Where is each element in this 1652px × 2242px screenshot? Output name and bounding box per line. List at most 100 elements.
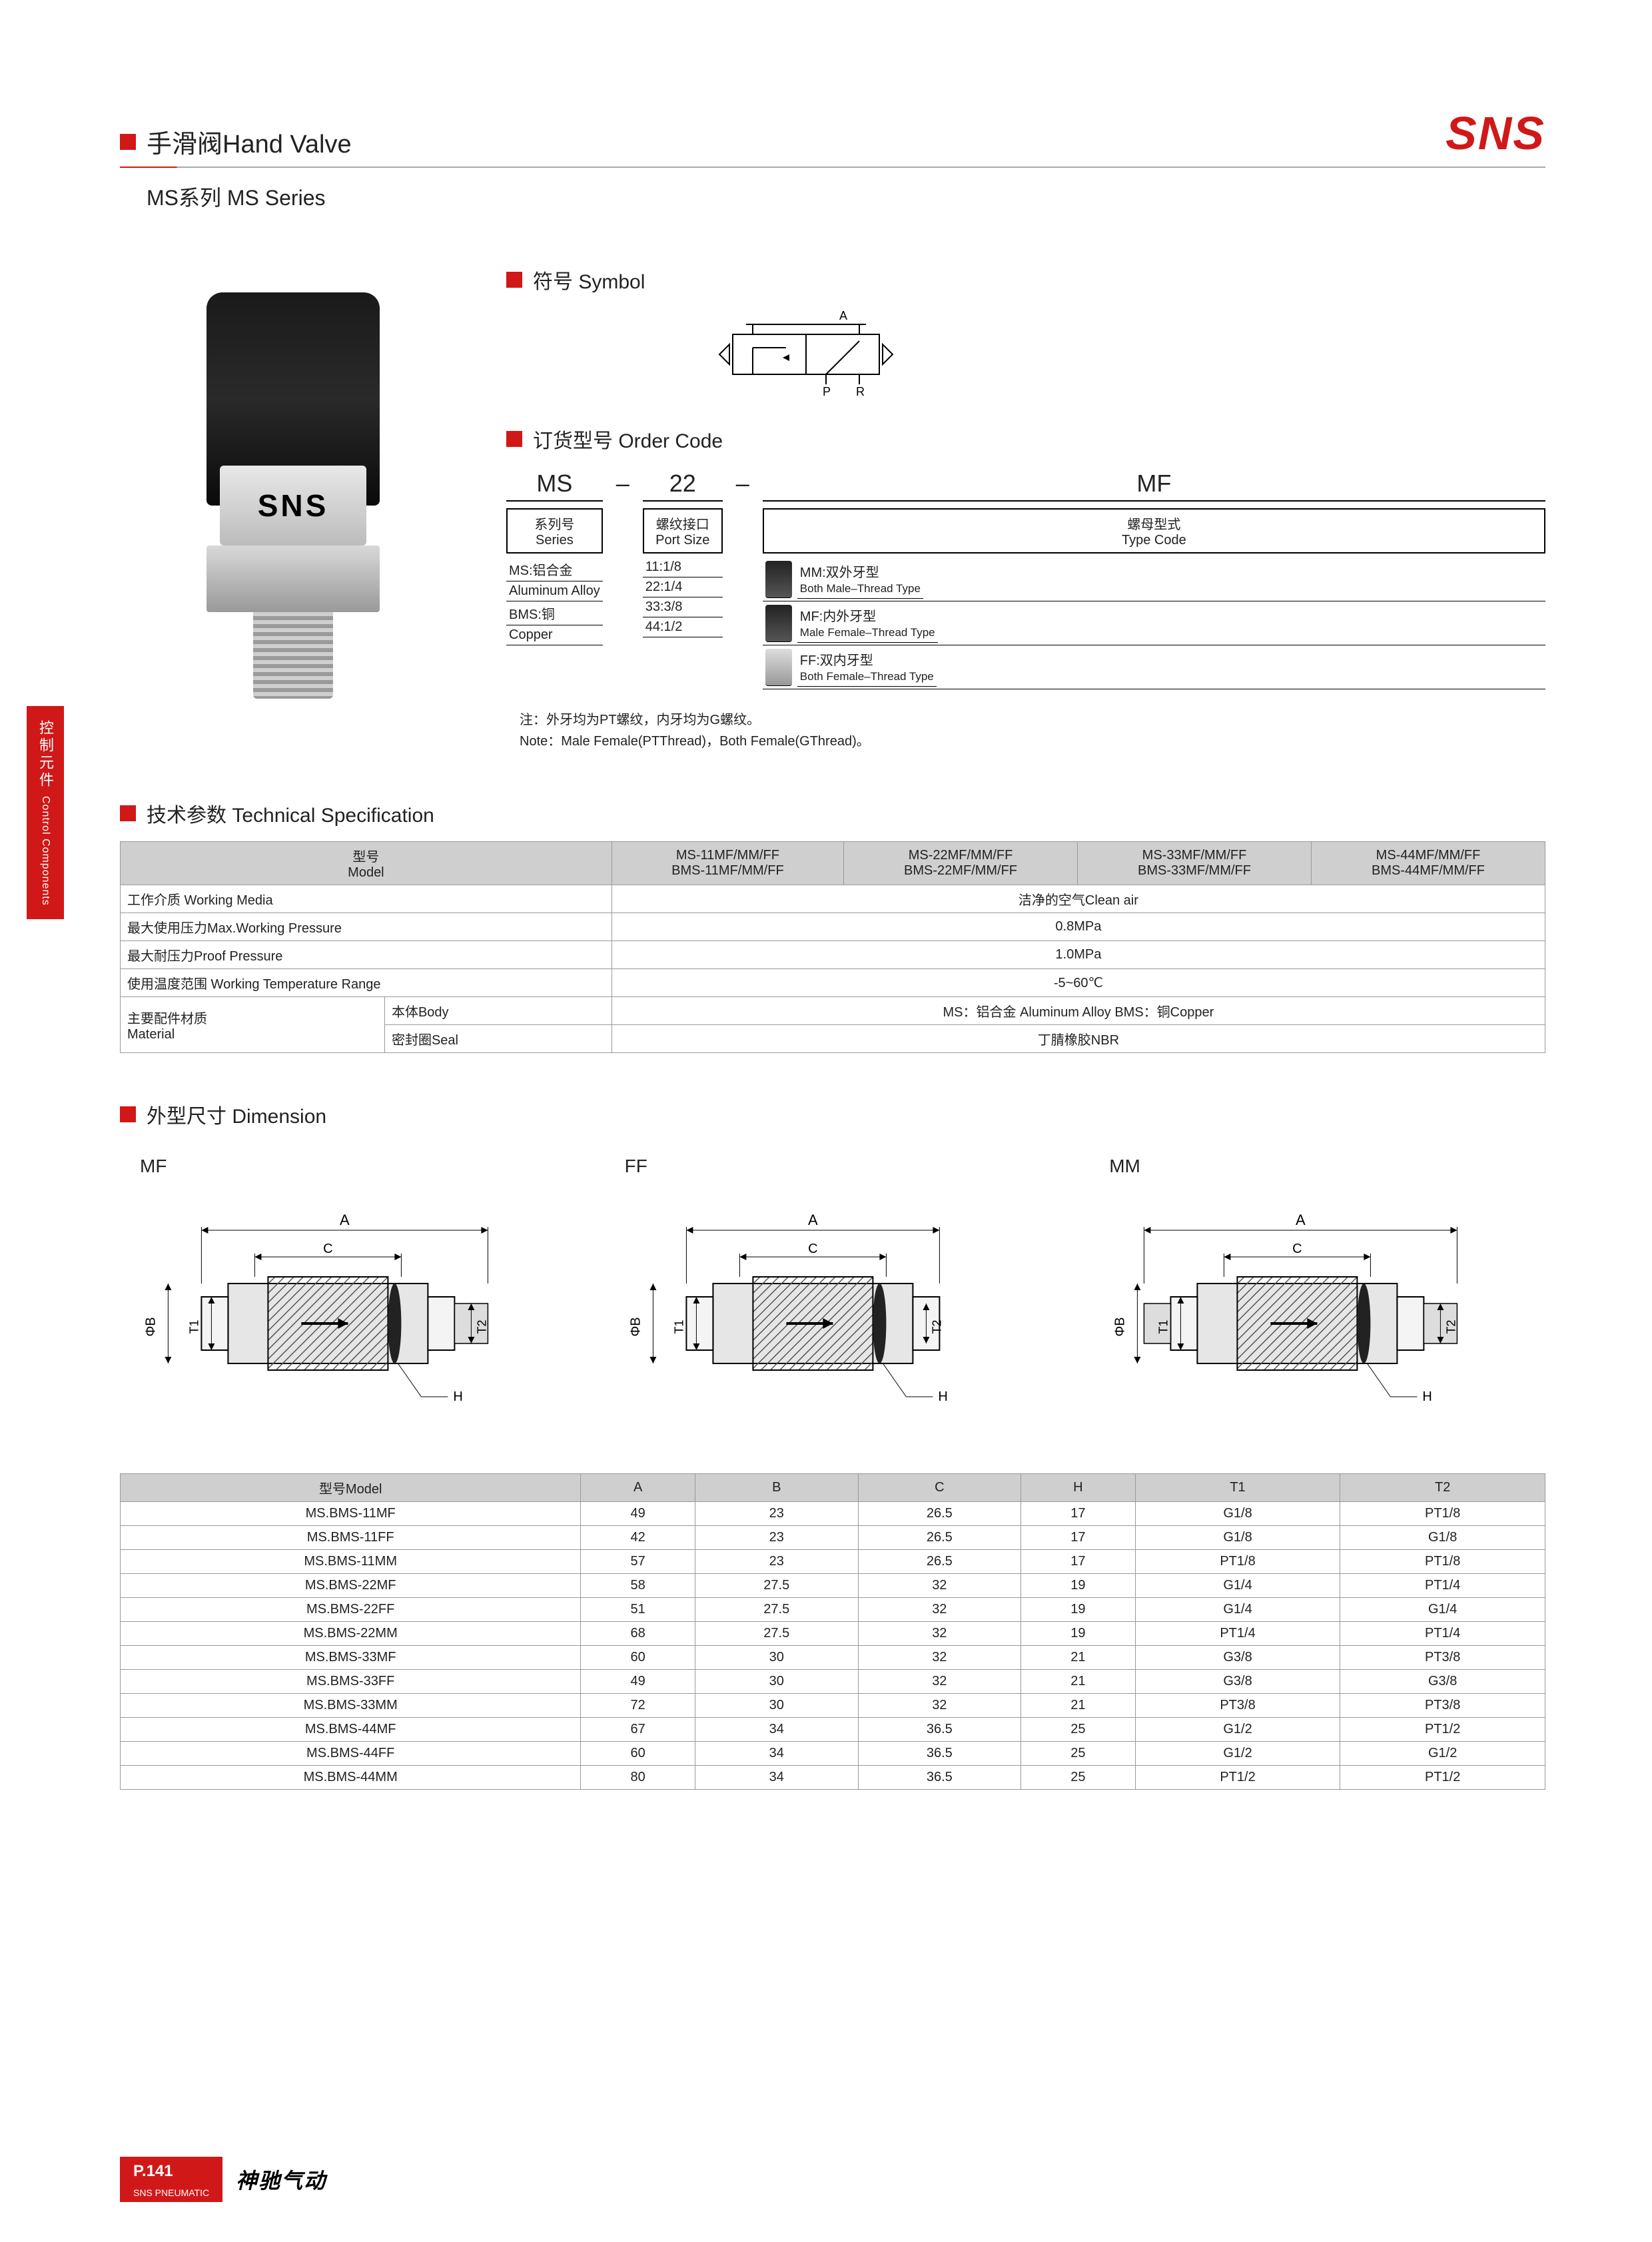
table-cell: MS.BMS-11FF — [121, 1526, 581, 1550]
svg-text:C: C — [1292, 1242, 1302, 1256]
table-cell: PT1/2 — [1340, 1766, 1545, 1790]
table-cell: 19 — [1021, 1574, 1136, 1598]
table-cell: MS.BMS-33MF — [121, 1646, 581, 1670]
table-cell: PT3/8 — [1340, 1694, 1545, 1718]
section-title-dimension: 外型尺寸 Dimension — [147, 1100, 326, 1129]
table-cell: 32 — [858, 1694, 1021, 1718]
table-cell: 60 — [581, 1742, 695, 1766]
red-bullet-icon — [120, 1106, 136, 1122]
table-cell: G3/8 — [1135, 1646, 1340, 1670]
table-cell: 32 — [858, 1622, 1021, 1646]
list-item: Copper — [506, 625, 603, 645]
page-subtitle: MS系列 MS Series — [120, 181, 1545, 212]
table-cell: MS.BMS-22MF — [121, 1574, 581, 1598]
table-cell: 1.0MPa — [612, 941, 1545, 969]
red-bullet-icon — [120, 134, 136, 150]
table-cell: 49 — [581, 1502, 695, 1526]
red-bullet-icon — [120, 805, 136, 821]
header-rule — [120, 167, 1545, 168]
table-row: MS.BMS-22FF5127.53219G1/4G1/4 — [121, 1598, 1545, 1622]
table-cell: G3/8 — [1340, 1670, 1545, 1694]
table-cell: 26.5 — [858, 1550, 1021, 1574]
order-code-note: 注：外牙均为PT螺纹，内牙均为G螺纹。 Note：Male Female(PTT… — [520, 709, 1545, 752]
order-code-part: MF — [763, 467, 1545, 502]
svg-text:A: A — [340, 1212, 350, 1228]
table-cell: 丁腈橡胶NBR — [612, 1025, 1545, 1053]
svg-text:P: P — [823, 385, 831, 398]
table-row: MS.BMS-22MM6827.53219PT1/4PT1/4 — [121, 1622, 1545, 1646]
type-thumb-icon — [765, 649, 792, 686]
svg-text:H: H — [453, 1389, 462, 1404]
product-badge: SNS — [220, 466, 366, 546]
table-header: C — [858, 1474, 1021, 1502]
table-cell: 使用温度范围 Working Temperature Range — [121, 969, 612, 997]
table-cell: 25 — [1021, 1718, 1136, 1742]
svg-text:C: C — [323, 1242, 332, 1256]
table-cell: G1/2 — [1135, 1742, 1340, 1766]
table-cell: G3/8 — [1135, 1670, 1340, 1694]
svg-text:T1: T1 — [1157, 1319, 1170, 1333]
dimension-drawing-mf: ACΦBT1T2H — [120, 1190, 576, 1430]
table-cell: PT1/8 — [1340, 1502, 1545, 1526]
table-cell: 49 — [581, 1670, 695, 1694]
table-cell: 17 — [1021, 1550, 1136, 1574]
list-item: 22:1/4 — [643, 577, 723, 597]
dimension-drawing-mm: ACΦBT1T2H — [1089, 1190, 1545, 1430]
page-footer: P.141 SNS PNEUMATIC 神驰气动 — [120, 2157, 326, 2202]
table-cell: 27.5 — [695, 1598, 858, 1622]
dimension-drawing-ff: ACΦBT1T2H — [605, 1190, 1061, 1430]
svg-text:H: H — [938, 1389, 947, 1404]
section-title-tech: 技术参数 Technical Specification — [147, 799, 434, 828]
list-item: 44:1/2 — [643, 617, 723, 637]
table-cell: PT1/2 — [1340, 1718, 1545, 1742]
svg-text:A: A — [808, 1212, 818, 1228]
table-cell: 0.8MPa — [612, 913, 1545, 941]
table-row: MS.BMS-33MM72303221PT3/8PT3/8 — [121, 1694, 1545, 1718]
order-code-part: MS — [506, 467, 603, 502]
table-cell: PT1/8 — [1135, 1550, 1340, 1574]
table-cell: 最大耐压力Proof Pressure — [121, 941, 612, 969]
svg-text:T2: T2 — [475, 1319, 488, 1333]
table-cell: PT1/4 — [1340, 1574, 1545, 1598]
table-cell: 32 — [858, 1670, 1021, 1694]
svg-text:ΦB: ΦB — [143, 1317, 158, 1336]
table-cell: -5~60℃ — [612, 969, 1545, 997]
table-cell: MS.BMS-22MM — [121, 1622, 581, 1646]
table-cell: G1/4 — [1135, 1574, 1340, 1598]
svg-text:T2: T2 — [1445, 1319, 1458, 1333]
footer-brand-cn: 神驰气动 — [236, 2164, 326, 2195]
order-dash: – — [736, 467, 749, 498]
table-cell: G1/2 — [1135, 1718, 1340, 1742]
table-cell: PT3/8 — [1340, 1646, 1545, 1670]
table-row: MS.BMS-44MM803436.525PT1/2PT1/2 — [121, 1766, 1545, 1790]
table-cell: MS：铝合金 Aluminum Alloy BMS：铜Copper — [612, 997, 1545, 1025]
svg-text:A: A — [1296, 1212, 1306, 1228]
table-header: 型号Model — [121, 1474, 581, 1502]
table-cell: 27.5 — [695, 1574, 858, 1598]
table-cell: MS.BMS-22FF — [121, 1598, 581, 1622]
table-row: MS.BMS-33MF60303221G3/8PT3/8 — [121, 1646, 1545, 1670]
table-cell: 80 — [581, 1766, 695, 1790]
table-cell: 25 — [1021, 1742, 1136, 1766]
dimension-variant-label: MM — [1089, 1156, 1545, 1177]
order-dash: – — [616, 467, 629, 498]
table-cell: 58 — [581, 1574, 695, 1598]
table-header: B — [695, 1474, 858, 1502]
section-title-order: 订货型号 Order Code — [533, 424, 723, 454]
table-cell: 34 — [695, 1766, 858, 1790]
table-cell: 密封圈Seal — [384, 1025, 612, 1053]
table-cell: 68 — [581, 1622, 695, 1646]
svg-text:T2: T2 — [930, 1319, 943, 1333]
table-header: H — [1021, 1474, 1136, 1502]
table-header: MS-44MF/MM/FF BMS-44MF/MM/FF — [1311, 842, 1545, 885]
table-cell: G1/2 — [1340, 1742, 1545, 1766]
order-type-list: MM:双外牙型Both Male–Thread Type MF:内外牙型Male… — [763, 558, 1545, 689]
table-cell: 17 — [1021, 1526, 1136, 1550]
table-cell: MS.BMS-11MM — [121, 1550, 581, 1574]
type-thumb-icon — [765, 561, 792, 598]
dimension-variant-label: MF — [120, 1156, 576, 1177]
table-cell: 32 — [858, 1598, 1021, 1622]
table-cell: 32 — [858, 1646, 1021, 1670]
svg-text:ΦB: ΦB — [628, 1317, 643, 1336]
table-cell: 最大使用压力Max.Working Pressure — [121, 913, 612, 941]
